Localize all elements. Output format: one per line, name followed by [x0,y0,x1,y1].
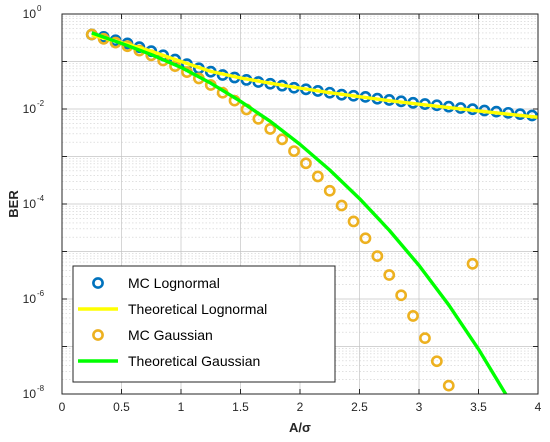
x-tick-label: 3.5 [470,400,487,414]
mc-gaussian-marker [276,133,289,146]
x-tick-labels: 0 0.5 1 1.5 2 2.5 3 3.5 4 [59,400,542,414]
legend: MC Lognormal Theoretical Lognormal MC Gaus… [72,265,336,383]
mc-gaussian-marker [359,232,372,245]
theoretical-gaussian-line [91,31,508,394]
x-tick-label: 1.5 [232,400,249,414]
legend-label: Theoretical Lognormal [128,301,267,317]
y-tick-exponent: -2 [37,99,45,108]
x-tick-label: 2.5 [351,400,368,414]
y-tick-exponent: -6 [37,289,45,298]
y-tick-label: 10 [23,387,37,401]
mc-gaussian-marker [288,145,300,157]
mc-gaussian-marker [395,289,408,302]
x-tick-label: 0.5 [113,400,130,414]
mc-gaussian-marker [323,184,336,197]
x-tick-label: 2 [297,400,304,414]
legend-label: MC Gaussian [128,327,213,343]
mc-gaussian-marker [264,123,277,135]
x-tick-label: 1 [178,400,185,414]
y-tick-label: 10 [23,102,37,116]
mc-gaussian-marker [347,215,360,228]
y-axis-label: BER [6,190,21,218]
x-tick-label: 3 [416,400,423,414]
mc-gaussian-marker [466,257,479,270]
legend-label: Theoretical Gaussian [128,353,260,369]
y-tick-exponent: -8 [37,384,45,393]
mc-gaussian-marker [419,332,431,345]
legend-marker [92,277,104,289]
series-layer [85,28,538,394]
y-tick-exponent: 0 [37,4,42,13]
y-tick-label: 10 [23,197,37,211]
y-tick-exponent: -4 [37,194,45,203]
y-tick-label: 10 [23,292,37,306]
mc-gaussian-marker [335,199,348,212]
legend-marker [92,329,104,341]
mc-gaussian-marker [371,250,384,263]
axis-ticks [61,13,539,395]
mc-gaussian-marker [383,269,396,281]
mc-gaussian-marker [442,379,455,392]
mc-gaussian-marker [311,170,324,183]
legend-label: MC Lognormal [128,275,220,291]
y-tick-label: 10 [23,7,37,21]
mc-gaussian-marker [430,355,443,368]
x-tick-label: 4 [535,400,542,414]
x-axis-label: A/σ [289,420,311,435]
x-tick-label: 0 [59,400,66,414]
mc-gaussian-marker [300,157,312,170]
theoretical-lognormal-line [91,33,538,119]
mc-gaussian-marker [407,310,419,322]
